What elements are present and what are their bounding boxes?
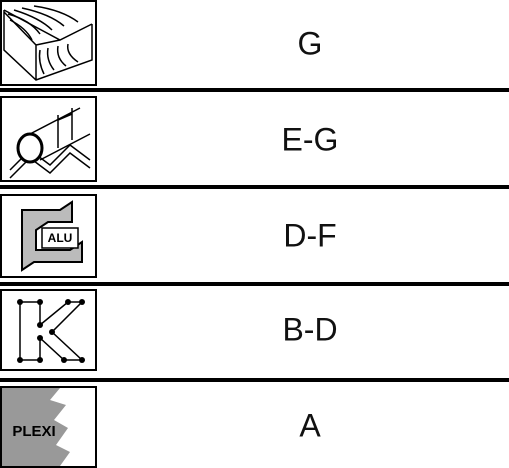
k-icon bbox=[0, 289, 97, 371]
row-label: D-F bbox=[283, 217, 336, 253]
steel-icon bbox=[0, 96, 97, 182]
icon-text: ALU bbox=[48, 231, 73, 245]
icon-text: PLEXI bbox=[12, 423, 55, 440]
aluminium-icon: ALU bbox=[0, 194, 97, 278]
wood-icon bbox=[0, 0, 97, 86]
plexi-icon: PLEXI bbox=[0, 386, 97, 468]
row-label: G bbox=[298, 25, 323, 61]
row-label: E-G bbox=[282, 121, 339, 157]
row-label: B-D bbox=[282, 311, 337, 347]
row-label: A bbox=[299, 407, 321, 443]
